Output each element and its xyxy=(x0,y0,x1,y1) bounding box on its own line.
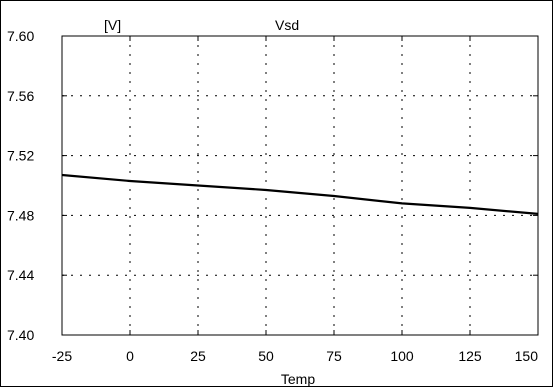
x-tick-label: 0 xyxy=(126,348,134,364)
x-tick-label: 150 xyxy=(515,348,539,364)
y-tick-label: 7.48 xyxy=(7,207,34,223)
x-axis-label: Temp xyxy=(281,371,315,386)
y-tick-label: 7.56 xyxy=(7,88,34,104)
x-tick-label: 75 xyxy=(326,348,342,364)
x-tick-labels: -25 0 25 50 75 100 125 150 xyxy=(52,348,538,364)
x-tick-label: 25 xyxy=(190,348,206,364)
series-group xyxy=(61,173,539,215)
x-tick-label: -25 xyxy=(52,348,72,364)
y-tick-label: 7.40 xyxy=(7,327,34,343)
y-tick-label: 7.52 xyxy=(7,148,34,164)
tick-marks xyxy=(61,35,539,336)
plot-area xyxy=(61,35,539,336)
series-line xyxy=(61,173,539,215)
x-tick-label: 125 xyxy=(458,348,482,364)
y-tick-labels: 7.40 7.44 7.48 7.52 7.56 7.60 xyxy=(7,28,34,343)
y-tick-label: 7.44 xyxy=(7,267,34,283)
y-tick-label: 7.60 xyxy=(7,28,34,44)
chart-title: Vsd xyxy=(275,17,299,33)
x-tick-label: 100 xyxy=(390,348,414,364)
y-axis-label: [V] xyxy=(104,17,121,33)
x-tick-label: 50 xyxy=(258,348,274,364)
grid-lines xyxy=(62,36,538,335)
